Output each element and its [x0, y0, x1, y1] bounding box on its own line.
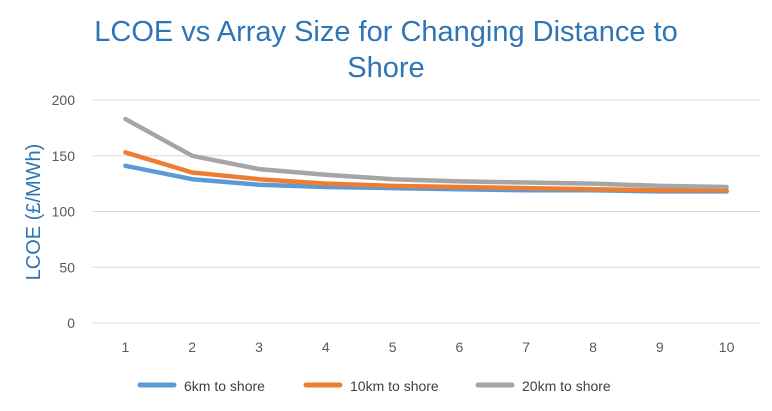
legend-label-2: 10km to shore: [350, 378, 439, 394]
gridlines: [92, 99, 760, 324]
chart-title-line-1: LCOE vs Array Size for Changing Distance…: [94, 16, 678, 48]
series-line-2: [123, 150, 729, 193]
x-axis-ticks: 1 2 3 4 5 6 7 8 9 10: [122, 339, 735, 355]
series-lines: [123, 116, 729, 194]
y-tick-label: 50: [59, 259, 75, 275]
legend-label-1: 6km to shore: [184, 378, 265, 394]
series-line-3: [123, 116, 729, 190]
y-axis-ticks: 0 50 100 150 200: [52, 92, 76, 331]
x-tick-label: 2: [188, 339, 196, 355]
chart-title-line-2: Shore: [347, 52, 425, 84]
x-tick-label: 1: [122, 339, 130, 355]
y-axis-title: LCOE (£/MWh): [23, 144, 45, 281]
chart-title: LCOE vs Array Size for Changing Distance…: [0, 14, 772, 86]
x-tick-label: 9: [656, 339, 664, 355]
legend-label-3: 20km to shore: [522, 378, 611, 394]
y-tick-label: 0: [67, 315, 75, 331]
x-tick-label: 10: [719, 339, 735, 355]
y-tick-label: 100: [52, 204, 76, 220]
x-tick-label: 4: [322, 339, 330, 355]
x-tick-label: 8: [589, 339, 597, 355]
y-tick-label: 150: [52, 148, 76, 164]
x-tick-label: 5: [389, 339, 397, 355]
y-tick-label: 200: [52, 92, 76, 108]
x-tick-label: 6: [456, 339, 464, 355]
legend: 6km to shore 10km to shore 20km to shore: [137, 378, 611, 394]
x-tick-label: 3: [255, 339, 263, 355]
x-tick-label: 7: [522, 339, 530, 355]
